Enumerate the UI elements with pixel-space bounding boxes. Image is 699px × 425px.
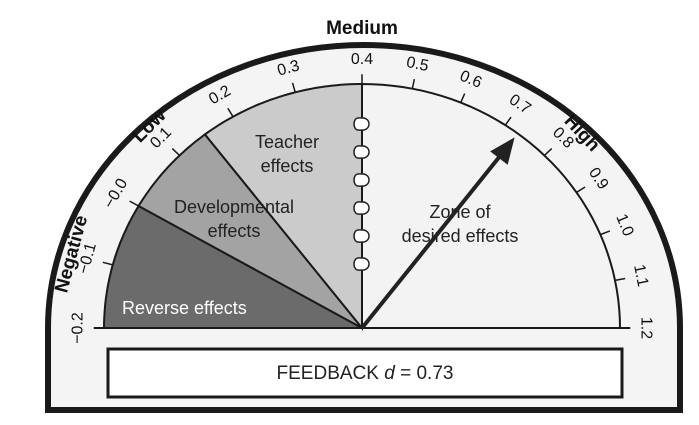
zone-wedge: [137, 133, 363, 329]
tick-label: 0.4: [351, 51, 373, 68]
needle-group: [360, 137, 515, 330]
zone-label: Developmental: [174, 197, 294, 217]
tick-mark: [614, 277, 626, 282]
tick-mark: [504, 116, 512, 126]
tick-mark: [102, 261, 113, 266]
spring: [353, 145, 370, 159]
tick-mark: [227, 107, 234, 118]
zone-label: Zone of: [429, 202, 491, 222]
needle-value: 0.73: [416, 363, 453, 384]
tick-mark: [576, 186, 586, 194]
zone-wedge: [203, 83, 363, 331]
zone-label: effects: [261, 156, 314, 176]
value-box: [106, 347, 624, 399]
spring: [353, 173, 370, 187]
needle-name: FEEDBACK: [277, 363, 380, 384]
needle: [360, 145, 509, 330]
tick-mark: [411, 78, 416, 89]
needle-head: [490, 137, 515, 165]
needle-label: FEEDBACK d = 0.73: [277, 363, 454, 384]
tick-label: 1.2: [638, 317, 655, 339]
zone-label: Teacher: [255, 132, 319, 152]
tick-label: 0.3: [276, 57, 302, 79]
tick-label: −0.2: [69, 312, 86, 344]
tick-mark: [291, 82, 296, 93]
zone-wedge: [361, 82, 622, 329]
needle-operator: =: [400, 363, 411, 384]
needle-symbol: d: [384, 363, 396, 384]
spring: [353, 201, 370, 215]
zone-label: effects: [208, 221, 261, 241]
tick-label: 1.1: [630, 263, 651, 288]
spring: [353, 257, 370, 271]
spring: [353, 117, 370, 131]
tick-mark: [600, 230, 611, 236]
band-label: Medium: [326, 18, 398, 39]
tick-mark: [543, 148, 553, 157]
spring: [353, 229, 370, 243]
tick-mark: [129, 200, 139, 207]
tick-mark: [460, 93, 466, 103]
tick-mark: [171, 148, 181, 157]
tick-label: 0.5: [405, 54, 430, 75]
zone-label: desired effects: [402, 226, 519, 246]
zone-label: Reverse effects: [122, 298, 247, 318]
